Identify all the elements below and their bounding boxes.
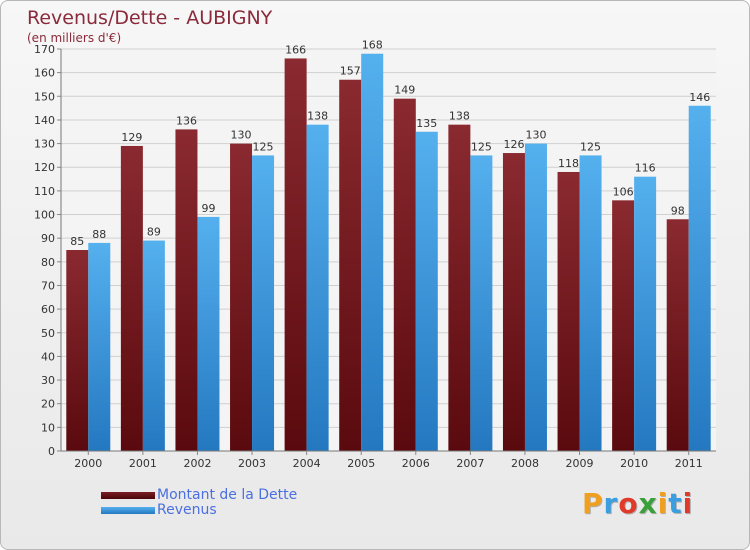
x-tick-label: 2006 bbox=[402, 457, 430, 470]
data-label: 157 bbox=[340, 65, 361, 78]
bar-revenue bbox=[252, 155, 275, 452]
data-label: 130 bbox=[231, 129, 252, 142]
chart-subtitle: (en milliers d'€) bbox=[27, 31, 122, 45]
logo-letter: P bbox=[582, 487, 604, 520]
logo-letter: t bbox=[668, 487, 683, 520]
bar-debt bbox=[339, 79, 362, 451]
x-tick-label: 2001 bbox=[129, 457, 157, 470]
y-tick-label: 100 bbox=[34, 209, 55, 222]
bar-debt bbox=[66, 250, 89, 451]
data-label: 138 bbox=[307, 110, 328, 123]
bar-debt bbox=[120, 145, 143, 451]
data-label: 130 bbox=[525, 129, 546, 142]
data-label: 89 bbox=[147, 226, 161, 239]
bar-debt bbox=[502, 153, 525, 451]
bar-debt bbox=[393, 98, 416, 452]
y-tick-label: 110 bbox=[34, 185, 55, 198]
bar-revenue bbox=[306, 124, 329, 451]
y-tick-label: 40 bbox=[41, 350, 55, 363]
bar-revenue bbox=[579, 155, 602, 452]
bar-revenue bbox=[634, 176, 657, 451]
legend-label-debt: Montant de la Dette bbox=[157, 487, 298, 503]
y-tick-label: 10 bbox=[41, 421, 55, 434]
legend-label-revenue: Revenus bbox=[157, 502, 217, 518]
x-tick-label: 2007 bbox=[456, 457, 484, 470]
y-tick-label: 150 bbox=[34, 90, 55, 103]
bar-revenue bbox=[688, 105, 711, 452]
y-tick-label: 20 bbox=[41, 398, 55, 411]
bar-revenue bbox=[142, 240, 165, 451]
x-tick-label: 2010 bbox=[620, 457, 648, 470]
grid-lines bbox=[61, 48, 716, 452]
y-tick-label: 170 bbox=[34, 43, 55, 56]
x-tick-label: 2005 bbox=[347, 457, 375, 470]
x-tick-label: 2004 bbox=[293, 457, 321, 470]
chart-title: Revenus/Dette - AUBIGNY bbox=[27, 7, 273, 29]
bar-debt bbox=[557, 171, 580, 451]
data-label: 125 bbox=[580, 140, 601, 153]
bar-revenue bbox=[361, 53, 384, 452]
y-tick-label: 120 bbox=[34, 161, 55, 174]
y-tick-label: 50 bbox=[41, 327, 55, 340]
y-tick-label: 60 bbox=[41, 303, 55, 316]
x-tick-label: 2009 bbox=[566, 457, 594, 470]
bar-debt bbox=[666, 219, 689, 451]
data-label: 106 bbox=[613, 185, 634, 198]
proxiti-logo: Proxiti bbox=[582, 487, 693, 520]
bar-revenue bbox=[415, 131, 438, 451]
y-tick-label: 130 bbox=[34, 138, 55, 151]
bar-debt bbox=[230, 143, 253, 451]
bars: 8588129891369913012516613815716814913513… bbox=[66, 39, 711, 452]
legend-swatch-debt bbox=[101, 492, 155, 499]
data-label: 135 bbox=[416, 117, 437, 130]
data-label: 146 bbox=[689, 91, 710, 104]
data-label: 125 bbox=[253, 140, 274, 153]
bar-debt bbox=[612, 200, 635, 451]
data-label: 98 bbox=[671, 204, 685, 217]
y-tick-label: 90 bbox=[41, 232, 55, 245]
y-tick-label: 30 bbox=[41, 374, 55, 387]
x-tick-label: 2002 bbox=[183, 457, 211, 470]
logo-letter: o bbox=[618, 487, 639, 520]
y-tick-label: 140 bbox=[34, 114, 55, 127]
data-label: 99 bbox=[201, 202, 215, 215]
data-label: 129 bbox=[121, 131, 142, 144]
plot-area bbox=[61, 49, 716, 451]
bar-debt bbox=[284, 58, 307, 451]
bar-revenue bbox=[88, 242, 111, 451]
bar-debt bbox=[175, 129, 198, 451]
data-label: 168 bbox=[362, 39, 383, 52]
y-tick-label: 70 bbox=[41, 279, 55, 292]
logo-letter: i bbox=[682, 487, 694, 520]
bar-debt bbox=[448, 124, 471, 451]
data-label: 149 bbox=[394, 84, 415, 97]
data-label: 138 bbox=[449, 110, 470, 123]
x-tick-label: 2003 bbox=[238, 457, 266, 470]
data-label: 85 bbox=[70, 235, 84, 248]
data-label: 126 bbox=[503, 138, 524, 151]
logo-letter: r bbox=[603, 487, 619, 520]
bar-revenue bbox=[470, 155, 493, 452]
x-tick-label: 2000 bbox=[74, 457, 102, 470]
bar-revenue bbox=[524, 143, 547, 451]
data-label: 125 bbox=[471, 140, 492, 153]
data-label: 116 bbox=[635, 162, 656, 175]
logo-letter: i bbox=[657, 487, 669, 520]
y-tick-label: 160 bbox=[34, 67, 55, 80]
data-label: 118 bbox=[558, 157, 579, 170]
data-label: 136 bbox=[176, 114, 197, 127]
bar-revenue bbox=[197, 216, 220, 451]
x-tick-label: 2011 bbox=[675, 457, 703, 470]
y-tick-label: 80 bbox=[41, 256, 55, 269]
data-label: 166 bbox=[285, 43, 306, 56]
x-tick-label: 2008 bbox=[511, 457, 539, 470]
legend-swatch-revenue bbox=[101, 507, 155, 514]
logo-letter: x bbox=[638, 487, 658, 520]
data-label: 88 bbox=[92, 228, 106, 241]
y-tick-label: 0 bbox=[48, 445, 55, 458]
axes: 0 10 20 30 40 50 60 70 80 90 100 110 120 130 140 150 160… bbox=[34, 43, 716, 470]
